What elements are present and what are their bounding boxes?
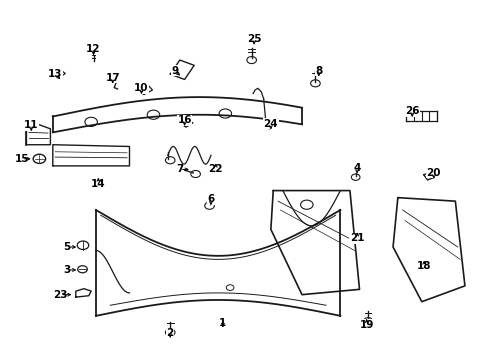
Text: 10: 10 — [134, 83, 148, 93]
Text: 15: 15 — [14, 154, 29, 164]
Text: 17: 17 — [105, 73, 120, 83]
Text: 12: 12 — [86, 45, 101, 54]
Text: 22: 22 — [208, 165, 223, 174]
Text: 4: 4 — [353, 163, 360, 173]
Text: 1: 1 — [219, 318, 226, 328]
Text: 21: 21 — [349, 233, 364, 243]
Text: 8: 8 — [314, 66, 322, 76]
Text: 13: 13 — [48, 69, 62, 79]
Text: 9: 9 — [171, 66, 178, 76]
Text: 23: 23 — [53, 290, 67, 300]
Text: 11: 11 — [24, 120, 39, 130]
Text: 2: 2 — [166, 328, 174, 338]
Text: 26: 26 — [404, 106, 419, 116]
Text: 7: 7 — [176, 165, 183, 174]
Text: 3: 3 — [63, 265, 71, 275]
Text: 25: 25 — [246, 34, 261, 44]
Text: 24: 24 — [263, 118, 278, 129]
Text: 5: 5 — [63, 242, 71, 252]
Text: 6: 6 — [207, 194, 214, 204]
Text: 16: 16 — [177, 115, 191, 125]
Text: 19: 19 — [359, 320, 373, 330]
Text: 20: 20 — [426, 168, 440, 178]
Text: 14: 14 — [91, 179, 105, 189]
Text: 18: 18 — [416, 261, 430, 271]
